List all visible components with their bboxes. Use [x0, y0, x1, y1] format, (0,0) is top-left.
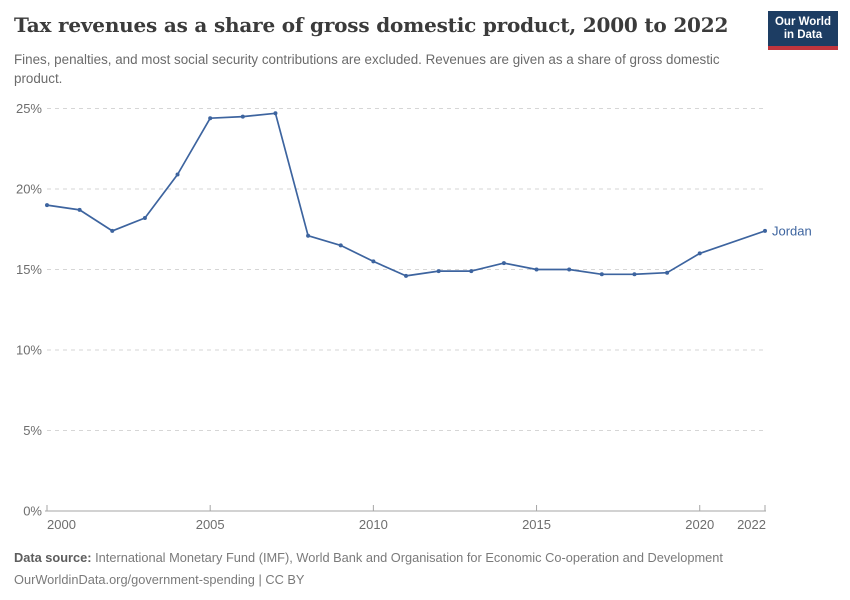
x-axis-label: 2020 — [685, 517, 714, 532]
y-axis-label: 10% — [16, 343, 42, 358]
y-axis-label: 15% — [16, 262, 42, 277]
data-point[interactable] — [436, 269, 441, 274]
x-axis-label: 2010 — [359, 517, 388, 532]
data-point[interactable] — [763, 228, 767, 233]
data-point[interactable] — [142, 216, 147, 220]
y-axis-label: 25% — [16, 101, 42, 116]
data-point[interactable] — [240, 114, 245, 119]
data-point[interactable] — [110, 228, 115, 233]
series-label[interactable]: Jordan — [772, 223, 812, 238]
data-source-label: Data source: — [14, 550, 92, 565]
data-point[interactable] — [697, 251, 702, 256]
page-title: Tax revenues as a share of gross domesti… — [14, 13, 729, 37]
chart-footer: Data source: International Monetary Fund… — [14, 547, 723, 591]
data-point[interactable] — [77, 207, 82, 212]
data-point[interactable] — [469, 269, 474, 274]
line-chart[interactable]: 0% 5% 10% 15% 20% 25% 2000 2005 2010 2015 2020 2022… — [0, 90, 850, 550]
chart-svg[interactable]: 0% 5% 10% 15% 20% 25% 2000 2005 2010 2015 2020 2022… — [0, 90, 850, 550]
x-axis-label: 2015 — [522, 517, 551, 532]
data-point[interactable] — [338, 243, 343, 248]
data-line[interactable] — [46, 112, 766, 277]
x-axis-label: 2005 — [196, 517, 225, 532]
data-source-text: International Monetary Fund (IMF), World… — [95, 550, 723, 565]
owid-logo-line2: in Data — [783, 29, 823, 41]
owid-logo-line1: Our World — [774, 16, 831, 28]
data-point[interactable] — [45, 203, 49, 208]
data-point[interactable] — [208, 116, 213, 121]
data-point[interactable] — [599, 272, 604, 277]
data-point[interactable] — [306, 233, 311, 238]
data-point[interactable] — [632, 272, 637, 277]
chart-subtitle: Fines, penalties, and most social securi… — [14, 52, 720, 86]
x-axis-label: 2000 — [47, 517, 76, 532]
y-axis-label: 5% — [23, 423, 42, 438]
data-point[interactable] — [501, 261, 506, 266]
data-point[interactable] — [665, 270, 670, 275]
data-point[interactable] — [534, 267, 539, 272]
y-axis-label: 0% — [23, 504, 42, 519]
credit-line: OurWorldinData.org/government-spending |… — [14, 572, 305, 587]
data-source-line: Data source: International Monetary Fund… — [14, 547, 723, 569]
data-point[interactable] — [567, 267, 572, 272]
data-point[interactable] — [404, 273, 408, 278]
y-axis-label: 20% — [16, 182, 42, 197]
owid-logo[interactable]: Our World in Data — [767, 11, 838, 50]
data-point[interactable] — [273, 111, 278, 116]
x-axis-label: 2022 — [737, 517, 766, 532]
data-point[interactable] — [175, 172, 180, 177]
data-point[interactable] — [371, 259, 376, 264]
